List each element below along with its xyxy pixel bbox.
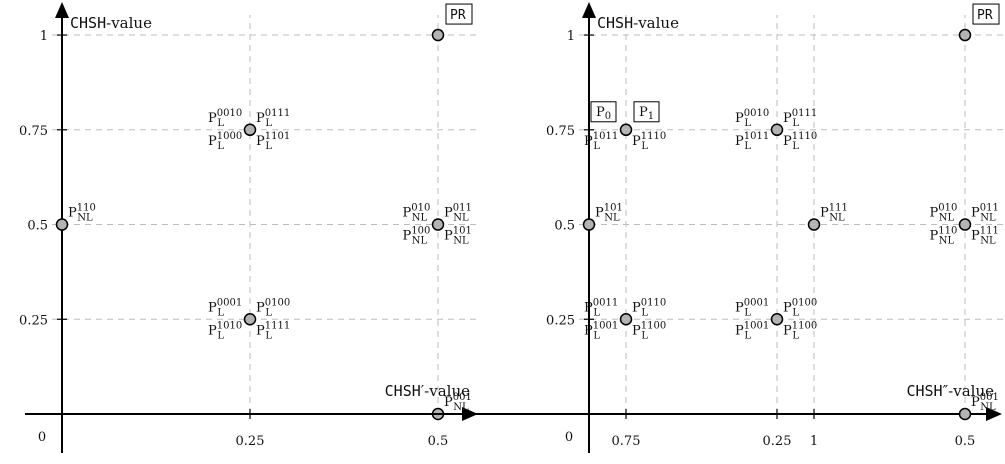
y-tick-label: 0.5 [554, 219, 575, 234]
point-marker [582, 218, 596, 231]
y-tick-label: 0.75 [546, 124, 575, 139]
svg-text:PR: PR [450, 8, 466, 23]
grid [52, 15, 815, 414]
point-label: P1100 L [632, 320, 666, 341]
point-label: P0100 L [783, 297, 817, 318]
point-label: P1000 L [208, 131, 242, 152]
point-marker [431, 218, 445, 231]
y-axis-label: CHSH-value [597, 14, 679, 32]
point-label: P0001 L [735, 297, 769, 318]
x-tick-label: 0.25 [763, 434, 792, 449]
x-tick-label: 0.75 [612, 434, 641, 449]
point: P010 NL P011 NL P100 NL P101 NL [403, 203, 472, 247]
point-marker [55, 218, 69, 231]
point-label: P0001 L [208, 297, 242, 318]
point-label: P1111 L [256, 320, 290, 341]
point-label: P1010 L [208, 320, 242, 341]
y-tick-label: 1 [567, 29, 575, 44]
point-marker [770, 123, 784, 137]
point-label: P010 NL [403, 203, 431, 224]
svg-text:P0: P0 [596, 105, 611, 122]
grid [579, 15, 1003, 414]
point-label: P111 NL [971, 226, 999, 247]
point-label: P101 NL [595, 203, 623, 224]
point-marker [958, 218, 972, 231]
point: P0010 L P0111 L P1011 L P1110 L [735, 108, 817, 152]
point-label: P011 NL [971, 203, 999, 224]
y-axis-arrow [582, 2, 596, 18]
p-box-label: P1 [633, 101, 660, 123]
point-label: P1001 L [735, 320, 769, 341]
x-axis-label: CHSH′-value [385, 382, 470, 400]
point-label: P1011 L [735, 131, 769, 152]
point-label: P0010 L [735, 108, 769, 129]
point-marker [770, 313, 784, 326]
x-axis-arrow [986, 407, 1002, 421]
point: P110 NL [55, 203, 96, 231]
y-tick-label: 0.75 [19, 124, 48, 139]
point-label: P101 NL [444, 226, 472, 247]
point: P0001 L P0100 L P1010 L P1111 L [208, 297, 290, 341]
x-tick-label: 0.25 [236, 434, 265, 449]
point-marker [958, 407, 972, 421]
point: P101 NL [582, 203, 623, 231]
panel-1: 0.25 0.5 0.75 1 0.25 0.5 0.75 1 0 CHSH-value CHSH′… [19, 2, 848, 453]
x-tick-label: 0.5 [428, 434, 449, 449]
point-label: P1100 L [783, 320, 817, 341]
point-label: P1110 L [783, 131, 817, 152]
point-label: P001 NL [444, 392, 472, 413]
point-label: P0111 L [256, 108, 290, 129]
point-label: P1101 L [256, 131, 290, 152]
origin-label: 0 [38, 430, 46, 445]
svg-text:PR: PR [977, 8, 993, 23]
point-label: P1110 L [632, 131, 666, 152]
point-label: P0100 L [256, 297, 290, 318]
point-label: P111 NL [820, 203, 848, 224]
point: PR [431, 3, 473, 42]
y-tick-label: 0.25 [19, 313, 48, 328]
y-tick-label: 0.5 [27, 219, 48, 234]
x-axis-label: CHSH″-value [906, 382, 994, 400]
y-tick-label: 1 [40, 29, 48, 44]
point-label: P110 NL [68, 203, 96, 224]
point: PR [958, 3, 1000, 42]
y-axis-label: CHSH-value [70, 14, 152, 32]
pr-box-label: PR [972, 3, 1000, 25]
point-label: P0111 L [783, 108, 817, 129]
p-box-label: P0 [590, 101, 617, 123]
x-tick-label: 1 [810, 434, 818, 449]
point-label: P011 NL [444, 203, 472, 224]
point-label: P001 NL [971, 392, 999, 413]
y-tick-label: 0.25 [546, 313, 575, 328]
origin-label: 0 [565, 430, 573, 445]
point: P001 NL [958, 392, 999, 421]
point: P1011 L P1110 LP0 P1 [584, 101, 666, 152]
point-marker [243, 123, 257, 137]
point-marker [243, 313, 257, 326]
x-tick-label: 0.5 [955, 434, 976, 449]
point-label: P110 NL [930, 226, 958, 247]
point-label: P100 NL [403, 226, 431, 247]
point-label: P0110 L [632, 297, 666, 318]
y-axis-arrow [55, 2, 69, 18]
point-label: P010 NL [930, 203, 958, 224]
panel-2: 0.25 0.5 0.75 1 0.25 0.5 0.75 1 0 CHSH-value CHSH″… [25, 2, 1003, 453]
point-label: P0010 L [208, 108, 242, 129]
point: P010 NL P011 NL P110 NL P111 NL [930, 203, 999, 247]
point: P111 NL [807, 203, 848, 231]
point-marker [958, 28, 972, 42]
svg-text:P1: P1 [639, 105, 654, 122]
point-marker [431, 28, 445, 42]
point: P0010 L P0111 L P1000 L P1101 L [208, 108, 290, 152]
point: P0001 L P0100 L P1001 L P1100 L [735, 297, 817, 341]
pr-box-label: PR [445, 3, 473, 25]
